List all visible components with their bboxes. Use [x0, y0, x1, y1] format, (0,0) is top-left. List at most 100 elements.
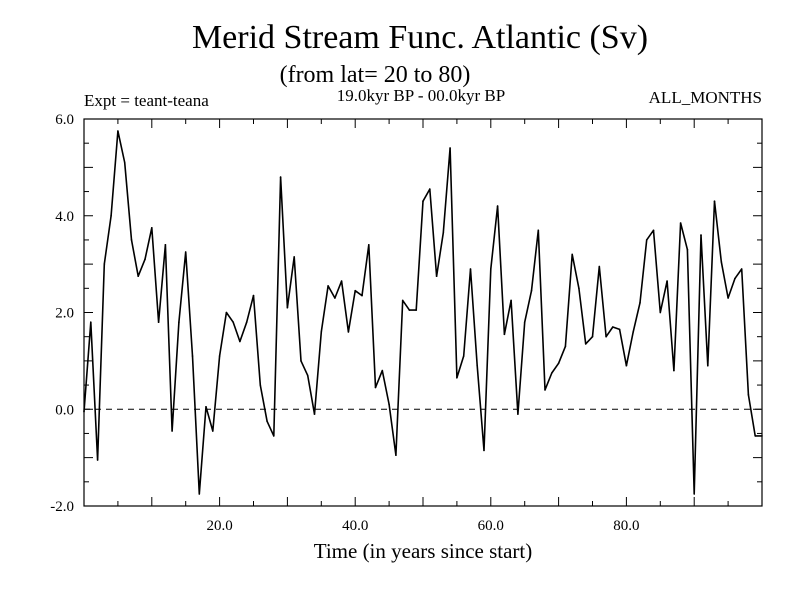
x-tick-label: 20.0: [206, 518, 232, 534]
data-point: [422, 200, 424, 202]
data-point: [740, 268, 743, 270]
y-tick-label: 4.0: [55, 209, 74, 225]
data-point: [239, 340, 241, 343]
data-point: [279, 176, 282, 178]
data-point: [578, 287, 580, 290]
data-point: [544, 389, 546, 391]
data-point: [693, 493, 695, 495]
data-point: [225, 311, 228, 314]
data-point: [456, 377, 458, 379]
data-point: [273, 435, 275, 437]
x-tick-label: 60.0: [478, 518, 504, 534]
data-point: [612, 326, 614, 328]
data-point: [591, 335, 594, 338]
data-point: [598, 265, 601, 268]
data-point: [713, 200, 716, 202]
data-point: [754, 435, 756, 437]
data-point: [293, 256, 296, 258]
data-point: [157, 321, 160, 324]
y-tick-label: 2.0: [55, 306, 74, 322]
data-point: [130, 239, 133, 241]
data-point: [178, 321, 180, 324]
data-point: [191, 355, 194, 357]
data-point: [354, 289, 357, 292]
data-point: [381, 369, 384, 372]
data-point: [429, 188, 431, 190]
data-point: [110, 215, 112, 217]
data-point: [571, 253, 573, 256]
data-point: [259, 384, 262, 386]
data-point: [700, 234, 702, 236]
data-point: [198, 493, 201, 495]
data-point: [666, 280, 668, 282]
expt-label: Expt = teant-teana: [84, 91, 209, 110]
x-tick-label: 40.0: [342, 518, 368, 534]
data-point: [408, 309, 411, 311]
data-point: [686, 248, 689, 251]
data-point: [184, 251, 187, 253]
data-point: [368, 244, 370, 246]
data-point: [639, 302, 641, 304]
data-point: [232, 321, 234, 324]
data-point: [212, 430, 214, 432]
data-point: [659, 311, 662, 314]
data-point: [266, 420, 268, 423]
period-label: 19.0kyr BP - 00.0kyr BP: [337, 86, 505, 105]
data-point: [435, 275, 438, 278]
data-point: [123, 161, 126, 164]
data-point: [340, 280, 343, 282]
data-point: [618, 328, 621, 331]
data-point: [144, 258, 146, 261]
data-point: [171, 430, 173, 432]
data-point: [164, 244, 167, 246]
data-point: [245, 321, 248, 324]
data-point: [469, 268, 472, 270]
data-point: [727, 297, 729, 299]
data-point: [415, 309, 418, 311]
axis-ticks: [84, 119, 762, 506]
data-point: [442, 231, 445, 234]
data-point: [483, 449, 485, 452]
data-point: [625, 364, 628, 367]
data-point: [103, 263, 106, 265]
data-point: [584, 343, 587, 345]
data-point: [734, 277, 736, 280]
y-tick-label: 6.0: [55, 112, 74, 128]
plot-frame: [83, 118, 763, 507]
data-point: [117, 130, 119, 132]
data-point: [320, 331, 323, 333]
chart-subtitle: (from lat= 20 to 80): [280, 62, 471, 88]
data-point: [218, 355, 221, 357]
data-point: [720, 260, 723, 263]
data-point: [530, 289, 533, 292]
data-point: [313, 413, 316, 415]
data-point: [388, 403, 390, 406]
data-point: [334, 297, 336, 299]
data-point: [605, 335, 607, 338]
data-point: [564, 345, 567, 348]
x-tick-label: 80.0: [613, 518, 639, 534]
data-point: [679, 222, 682, 224]
data-point: [96, 459, 99, 461]
data-point: [673, 369, 675, 372]
data-point: [395, 454, 397, 457]
data-point: [523, 321, 526, 324]
data-point: [652, 229, 655, 232]
data-point: [449, 147, 451, 149]
data-point: [551, 372, 553, 374]
data-point: [462, 355, 465, 357]
data-point: [537, 229, 540, 232]
data-point: [137, 275, 139, 278]
data-point: [374, 386, 377, 389]
data-point: [496, 205, 499, 207]
data-point: [557, 362, 560, 365]
data-point: [490, 268, 492, 270]
data-point: [327, 285, 329, 287]
data-points: [83, 130, 763, 495]
data-point: [205, 406, 207, 408]
data-point: [151, 227, 153, 229]
chart-title: Merid Stream Func. Atlantic (Sv): [192, 19, 648, 56]
data-point: [347, 331, 350, 333]
